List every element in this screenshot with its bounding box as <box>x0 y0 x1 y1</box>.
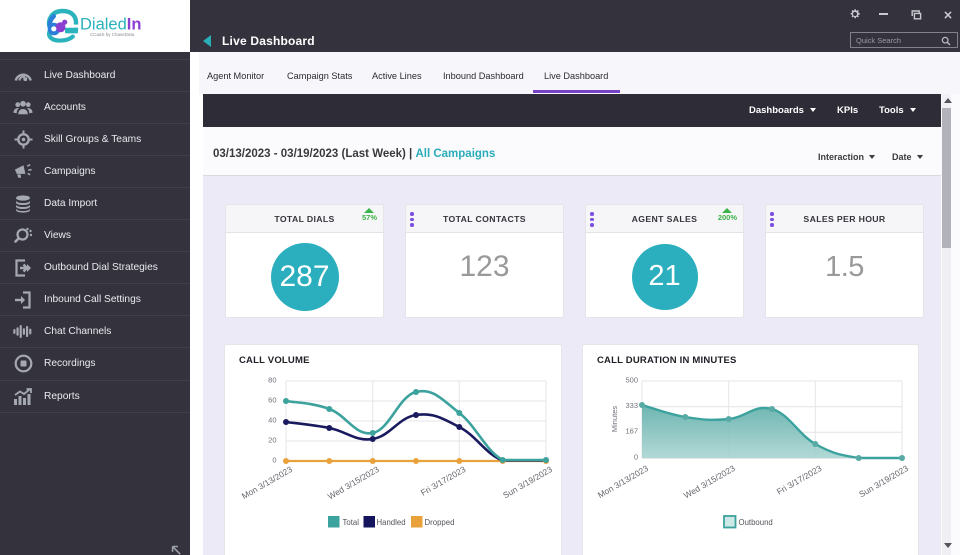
svg-text:Fri 3/17/2023: Fri 3/17/2023 <box>419 464 468 498</box>
svg-text:Fri 3/17/2023: Fri 3/17/2023 <box>775 463 824 497</box>
svg-text:167: 167 <box>625 427 638 436</box>
svg-text:80: 80 <box>268 376 276 385</box>
svg-text:CCaaS by ChaseData: CCaaS by ChaseData <box>90 32 135 37</box>
svg-text:Minutes: Minutes <box>610 406 619 433</box>
svg-text:Outbound: Outbound <box>739 518 773 527</box>
svg-text:40: 40 <box>268 416 276 425</box>
svg-text:333: 333 <box>625 401 638 410</box>
svg-text:20: 20 <box>268 436 276 445</box>
svg-text:Sun 3/19/2023: Sun 3/19/2023 <box>857 463 910 499</box>
svg-text:0: 0 <box>272 456 276 465</box>
svg-text:60: 60 <box>268 396 276 405</box>
svg-text:Sun 3/19/2023: Sun 3/19/2023 <box>501 464 554 500</box>
svg-text:Wed 3/15/2023: Wed 3/15/2023 <box>682 463 737 501</box>
svg-text:Total: Total <box>343 518 360 527</box>
svg-text:Mon 3/13/2023: Mon 3/13/2023 <box>596 463 650 500</box>
svg-text:Mon 3/13/2023: Mon 3/13/2023 <box>240 464 294 501</box>
svg-text:500: 500 <box>625 376 638 385</box>
svg-text:Handled: Handled <box>377 518 406 527</box>
svg-text:Wed 3/15/2023: Wed 3/15/2023 <box>326 464 381 502</box>
svg-text:DialedIn: DialedIn <box>80 16 141 34</box>
svg-text:Dropped: Dropped <box>425 518 455 527</box>
svg-text:0: 0 <box>634 453 638 462</box>
